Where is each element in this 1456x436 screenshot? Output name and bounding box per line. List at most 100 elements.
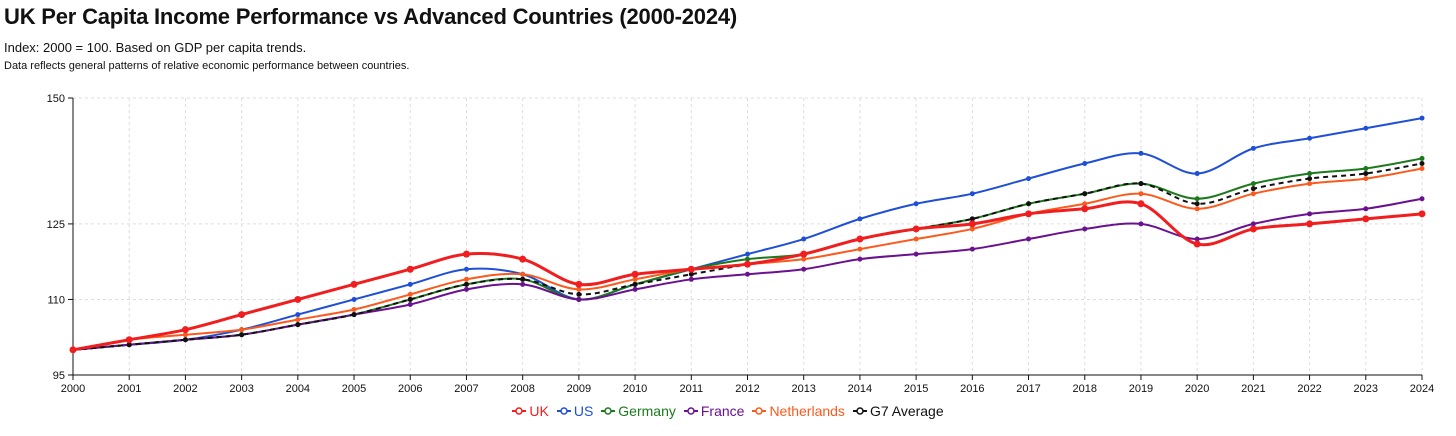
data-point-g7-average bbox=[1082, 191, 1088, 197]
data-point-uk bbox=[1249, 225, 1257, 233]
legend-item-uk[interactable]: UK bbox=[512, 403, 549, 419]
x-tick-label: 2000 bbox=[61, 383, 85, 395]
data-point-uk bbox=[406, 265, 414, 273]
legend-item-germany[interactable]: Germany bbox=[601, 403, 676, 419]
data-point-us bbox=[913, 201, 919, 207]
y-tick-label: 125 bbox=[47, 219, 65, 231]
x-tick-label: 2017 bbox=[1016, 383, 1040, 395]
data-point-netherlands bbox=[1250, 191, 1256, 197]
data-point-france bbox=[745, 271, 750, 277]
line-chart: 95 110 125 150 2000 2001 2002 2003 2004 2005 2006 2… bbox=[47, 93, 1435, 395]
x-tick-label: 2020 bbox=[1185, 383, 1209, 395]
data-point-netherlands bbox=[632, 276, 638, 282]
data-point-france bbox=[1082, 226, 1088, 232]
x-tick-label: 2019 bbox=[1129, 383, 1153, 395]
data-point-france bbox=[520, 281, 526, 287]
data-point-france bbox=[407, 301, 413, 307]
legend-item-g7-average[interactable]: G7 Average bbox=[852, 403, 944, 419]
data-point-germany bbox=[1363, 166, 1369, 172]
data-point-netherlands bbox=[1363, 176, 1369, 182]
x-tick-label: 2008 bbox=[510, 383, 534, 395]
data-point-uk bbox=[1362, 215, 1370, 223]
legend: UK US Germany France Netherlands G7 Average bbox=[0, 403, 1456, 419]
data-point-g7-average bbox=[688, 271, 694, 277]
data-point-netherlands bbox=[463, 276, 469, 282]
data-point-france bbox=[688, 276, 694, 282]
data-point-netherlands bbox=[1307, 181, 1313, 187]
data-point-uk bbox=[1025, 210, 1033, 218]
data-point-g7-average bbox=[1194, 201, 1200, 207]
legend-marker-icon bbox=[601, 407, 616, 415]
data-point-uk bbox=[181, 326, 189, 334]
data-point-france bbox=[1363, 206, 1369, 212]
data-point-uk bbox=[69, 346, 77, 354]
data-point-uk bbox=[125, 336, 133, 344]
data-point-france bbox=[1026, 236, 1032, 242]
data-point-g7-average bbox=[463, 281, 469, 287]
legend-item-us[interactable]: US bbox=[556, 403, 594, 419]
y-tick-label: 110 bbox=[47, 294, 65, 306]
legend-label: US bbox=[573, 403, 594, 419]
data-point-g7-average bbox=[351, 312, 357, 318]
data-point-france bbox=[857, 256, 863, 262]
legend-label: Germany bbox=[618, 403, 676, 419]
data-point-germany bbox=[745, 256, 750, 262]
data-point-netherlands bbox=[1138, 191, 1144, 197]
y-tick-label: 150 bbox=[47, 93, 65, 105]
data-point-uk bbox=[912, 225, 920, 233]
data-point-uk bbox=[631, 270, 639, 278]
data-point-g7-average bbox=[1363, 171, 1369, 177]
data-point-g7-average bbox=[969, 216, 975, 222]
data-point-uk bbox=[1137, 200, 1145, 208]
data-point-g7-average bbox=[1419, 160, 1425, 166]
data-point-g7-average bbox=[407, 296, 413, 302]
data-point-uk bbox=[238, 311, 246, 319]
data-point-netherlands bbox=[1419, 166, 1425, 172]
data-point-netherlands bbox=[913, 236, 919, 242]
legend-item-netherlands[interactable]: Netherlands bbox=[752, 403, 845, 419]
data-point-us bbox=[969, 191, 975, 197]
data-point-us bbox=[1194, 171, 1200, 177]
x-tick-label: 2024 bbox=[1410, 383, 1434, 395]
data-point-us bbox=[1363, 125, 1369, 131]
chart-subtitle: Index: 2000 = 100. Based on GDP per capi… bbox=[4, 40, 307, 55]
data-point-us bbox=[351, 296, 357, 302]
legend-marker-icon bbox=[556, 407, 571, 415]
data-point-france bbox=[1419, 196, 1425, 202]
data-point-g7-average bbox=[576, 291, 582, 297]
data-point-uk bbox=[687, 265, 695, 273]
legend-marker-icon bbox=[683, 407, 698, 415]
data-point-uk bbox=[519, 255, 527, 263]
x-tick-label: 2015 bbox=[904, 383, 928, 395]
data-point-france bbox=[801, 266, 807, 272]
data-point-france bbox=[1138, 221, 1144, 227]
data-point-g7-average bbox=[1250, 186, 1256, 192]
data-point-g7-average bbox=[520, 276, 526, 282]
data-point-germany bbox=[1250, 181, 1256, 187]
x-tick-label: 2009 bbox=[567, 383, 591, 395]
x-tick-label: 2023 bbox=[1354, 383, 1378, 395]
data-point-uk bbox=[1193, 240, 1201, 248]
data-point-netherlands bbox=[969, 226, 975, 232]
x-tick-label: 2018 bbox=[1073, 383, 1097, 395]
data-point-uk bbox=[575, 280, 583, 288]
data-point-france bbox=[1307, 211, 1313, 217]
data-point-g7-average bbox=[1307, 176, 1313, 182]
data-point-netherlands bbox=[1194, 206, 1200, 212]
x-tick-label: 2011 bbox=[679, 383, 703, 395]
data-point-netherlands bbox=[182, 332, 188, 338]
x-tick-label: 2016 bbox=[960, 383, 984, 395]
data-point-france bbox=[913, 251, 919, 257]
data-point-us bbox=[1419, 115, 1425, 121]
x-tick-label: 2002 bbox=[173, 383, 197, 395]
chart-title: UK Per Capita Income Performance vs Adva… bbox=[4, 4, 738, 29]
data-point-netherlands bbox=[295, 317, 301, 323]
x-tick-label: 2004 bbox=[286, 383, 310, 395]
data-point-us bbox=[857, 216, 863, 222]
data-point-germany bbox=[1419, 155, 1425, 161]
data-point-uk bbox=[462, 250, 470, 258]
x-tick-label: 2012 bbox=[735, 383, 759, 395]
data-point-uk bbox=[800, 250, 808, 258]
legend-item-france[interactable]: France bbox=[683, 403, 744, 419]
data-point-us bbox=[801, 236, 807, 242]
